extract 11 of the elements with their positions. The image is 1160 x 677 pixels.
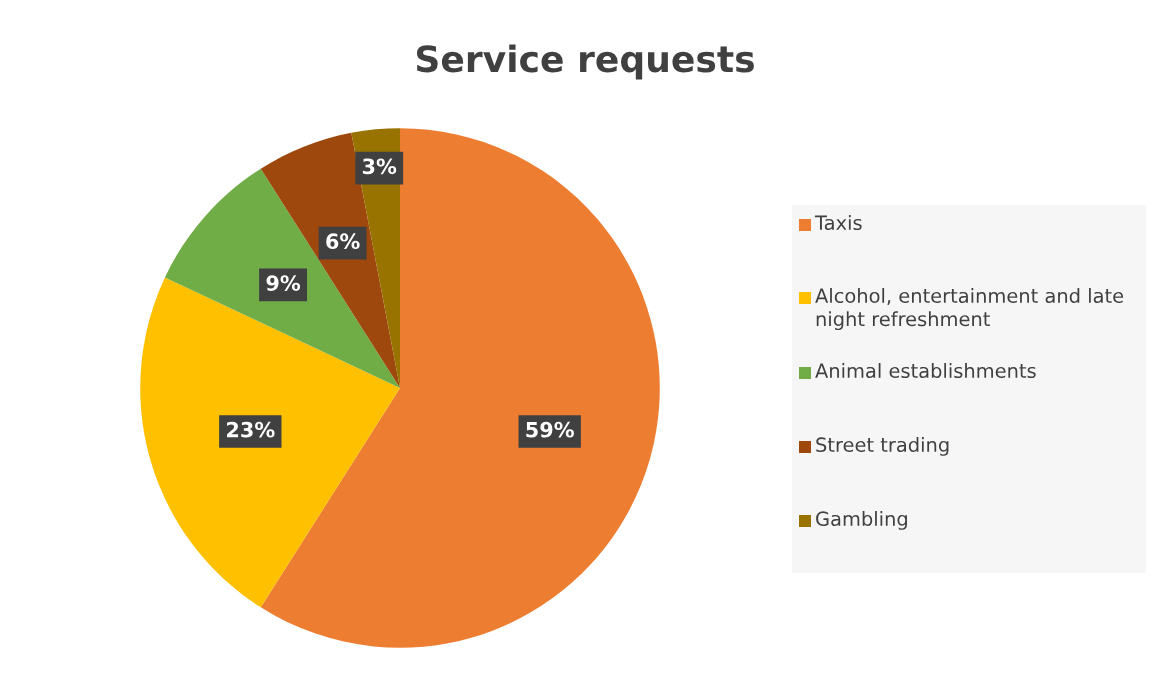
data-label: 3% xyxy=(362,158,397,175)
data-label: 9% xyxy=(266,275,301,291)
legend-label: Gambling xyxy=(816,511,907,530)
legend-label: Animal establishments xyxy=(815,363,1036,379)
data-label: 59% xyxy=(526,421,574,438)
legend-label: Taxis xyxy=(814,215,862,231)
legend-label: Alcohol, entertainment and late night refreshment xyxy=(815,288,1124,331)
chart-title: Service requests xyxy=(416,44,754,80)
data-label: 23% xyxy=(227,421,275,438)
legend-label: Street trading xyxy=(816,437,949,456)
data-label: 6% xyxy=(326,233,360,250)
